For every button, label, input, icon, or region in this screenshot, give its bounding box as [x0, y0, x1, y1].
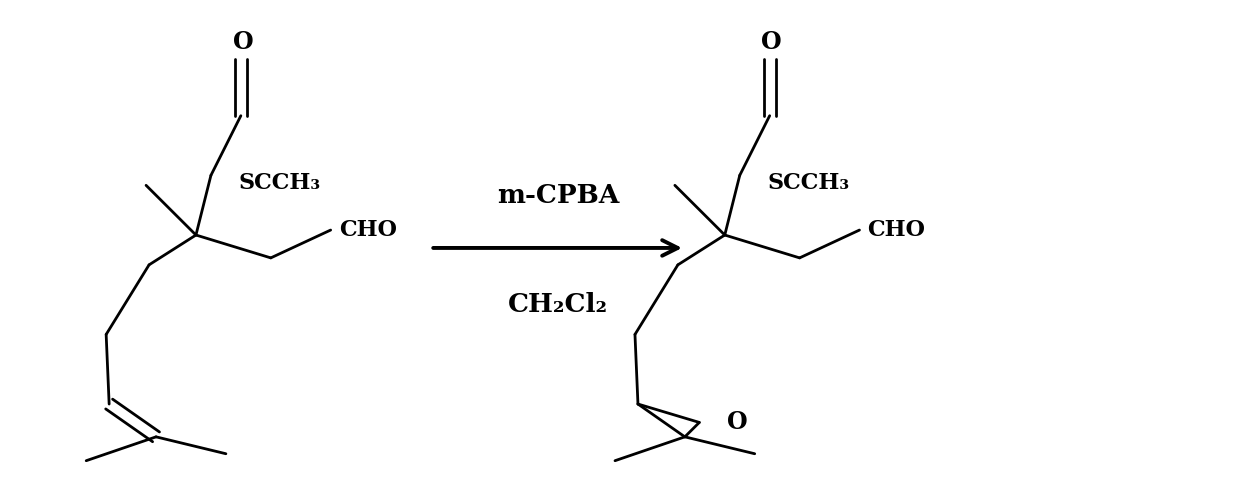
Text: CHO: CHO: [339, 219, 397, 241]
Text: O: O: [233, 30, 253, 54]
Text: SCCH₃: SCCH₃: [239, 173, 321, 195]
Text: CH₂Cl₂: CH₂Cl₂: [508, 292, 608, 317]
Text: m-CPBA: m-CPBA: [497, 183, 619, 208]
Text: O: O: [727, 411, 748, 435]
Text: SCCH₃: SCCH₃: [768, 173, 849, 195]
Text: O: O: [761, 30, 782, 54]
Text: CHO: CHO: [868, 219, 925, 241]
